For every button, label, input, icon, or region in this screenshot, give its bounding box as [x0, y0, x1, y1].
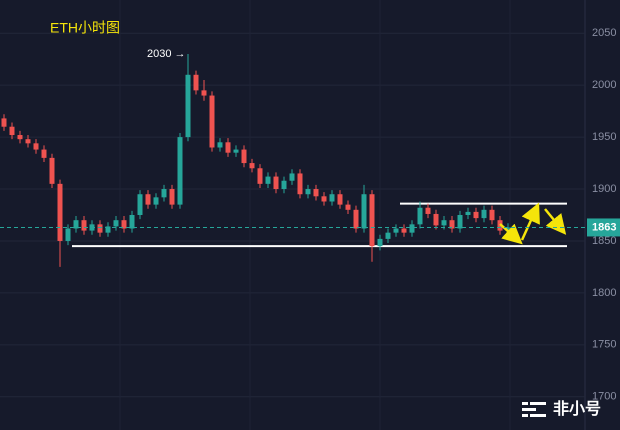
candle-body [113, 220, 119, 227]
candle-body [417, 207, 423, 225]
candle-body [65, 228, 71, 241]
y-tick-label: 1850 [592, 235, 616, 247]
y-tick-label: 1800 [592, 287, 616, 299]
y-tick-label: 2050 [592, 27, 616, 39]
candle-body [369, 194, 375, 247]
candle-body [217, 142, 223, 148]
candle-body [121, 220, 127, 229]
candle-body [489, 209, 495, 221]
last-price-label: 1863 [592, 221, 616, 233]
candle-body [73, 220, 79, 229]
candle-body [129, 215, 135, 229]
candle-body [145, 194, 151, 205]
candle-body [401, 228, 407, 233]
candle-body [105, 226, 111, 233]
candle-body [249, 163, 255, 169]
y-tick-label: 1750 [592, 339, 616, 351]
candle-body [289, 173, 295, 181]
candle-body [329, 194, 335, 202]
candle-body [481, 209, 487, 219]
candle-body [313, 189, 319, 197]
candle-body [177, 137, 183, 205]
candle-body [193, 74, 199, 91]
candle-body [9, 126, 15, 136]
candle-body [425, 207, 431, 214]
watermark: 非小号 [553, 399, 601, 418]
candle-body [233, 149, 239, 153]
candle-body [385, 232, 391, 239]
candle-body [337, 194, 343, 205]
candle-body [321, 196, 327, 202]
watermark-logo [522, 402, 546, 417]
candle-body [457, 215, 463, 229]
candle-body [201, 90, 207, 96]
candle-body [265, 176, 271, 184]
candle-body [473, 211, 479, 219]
candle-body [161, 189, 167, 198]
candle-body [465, 211, 471, 215]
last-price-box [587, 218, 620, 237]
candle-body [305, 189, 311, 195]
candle-body [393, 228, 399, 233]
candle-body [209, 95, 215, 148]
candle-body [25, 139, 31, 144]
candle-body [377, 238, 383, 247]
candle-body [137, 194, 143, 215]
candle-body [345, 204, 351, 210]
y-tick-label: 1700 [592, 391, 616, 403]
candle-body [81, 220, 87, 231]
candle-body [185, 74, 191, 138]
candle-body [449, 220, 455, 229]
candle-body [41, 149, 47, 158]
candle-body [297, 173, 303, 195]
candle-body [241, 149, 247, 164]
candle-body [49, 157, 55, 184]
candle-body [441, 220, 447, 226]
annotation: 2030 → [147, 48, 186, 60]
candle-body [97, 224, 103, 233]
candle-body [153, 197, 159, 205]
candle-body [1, 118, 7, 127]
y-tick-label: 2000 [592, 79, 616, 91]
candle-body [225, 142, 231, 153]
candle-body [353, 209, 359, 229]
candle-body [33, 143, 39, 150]
candle-body [361, 194, 367, 229]
y-tick-label: 1950 [592, 131, 616, 143]
candle-body [257, 168, 263, 184]
candle-body [169, 189, 175, 205]
candle-body [57, 183, 63, 241]
candle-body [273, 176, 279, 190]
candle-body [433, 213, 439, 226]
candle-body [409, 224, 415, 233]
candle-body [17, 135, 23, 140]
y-tick-label: 1900 [592, 183, 616, 195]
candle-body [281, 180, 287, 190]
chart-title: ETH小时图 [50, 20, 120, 36]
